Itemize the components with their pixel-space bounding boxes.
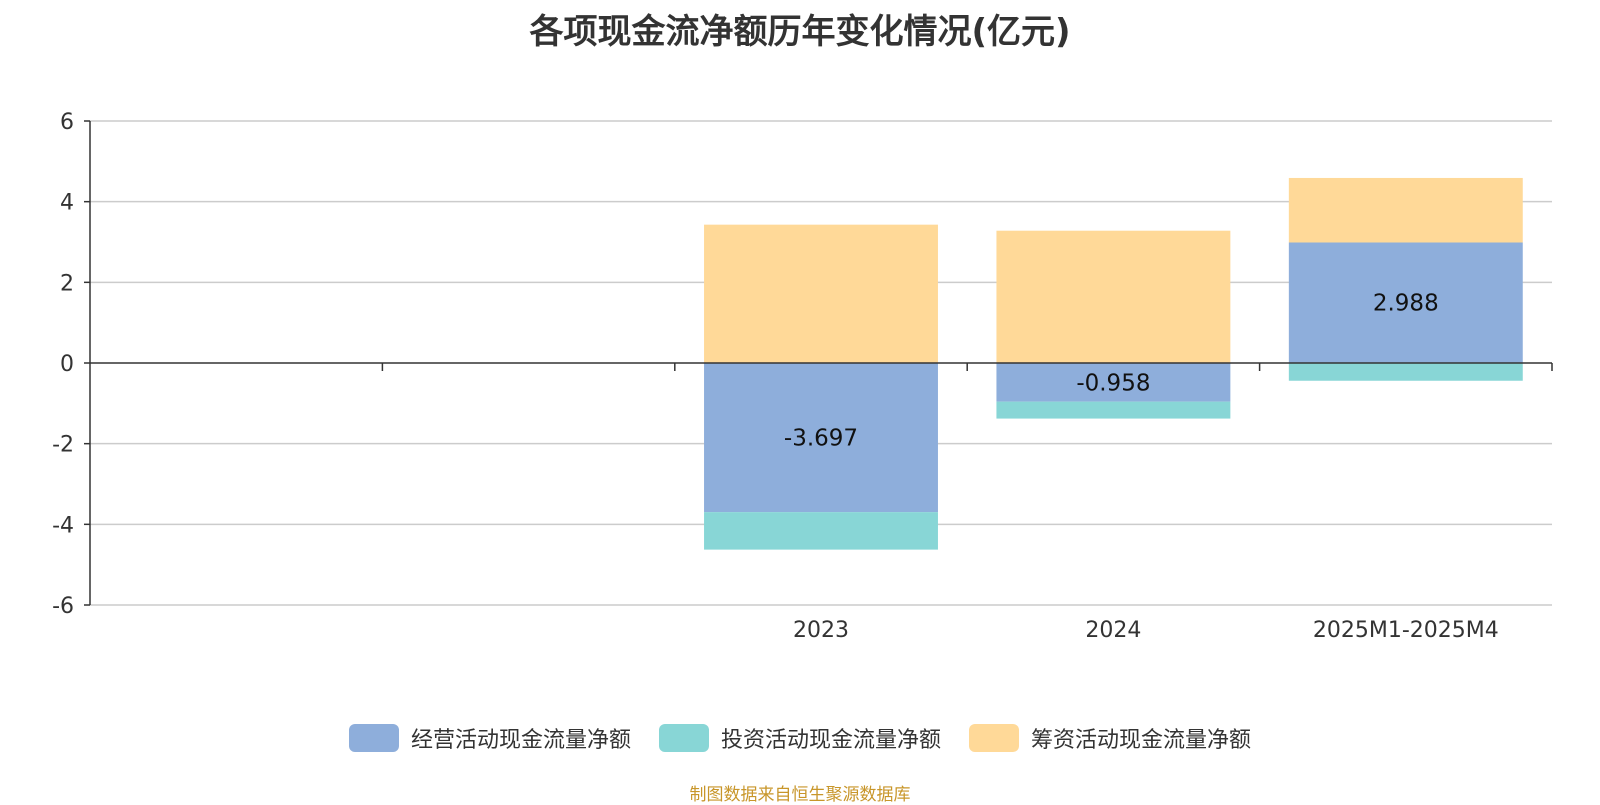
legend-item[interactable]: 经营活动现金流量净额: [348, 722, 631, 754]
x-tick-label: 2023: [793, 618, 849, 643]
bar: [704, 512, 938, 550]
axes: 6 4 2 0 -2 -4 -6: [52, 110, 1553, 619]
bar: [1288, 177, 1523, 243]
legend-swatch: [348, 724, 399, 752]
bar: [704, 224, 938, 363]
legend-label: 投资活动现金流量净额: [720, 728, 941, 753]
y-tick-label: -6: [52, 594, 74, 619]
y-tick-label: -4: [52, 513, 74, 538]
y-tick-label: 2: [60, 271, 74, 296]
data-label: 2.988: [1373, 291, 1439, 317]
source-note: 制图数据来自恒生聚源数据库: [689, 785, 911, 805]
bar: [1288, 242, 1523, 363]
legend-label: 经营活动现金流量净额: [410, 728, 631, 753]
y-tick-label: -2: [52, 433, 74, 458]
data-label: -3.697: [784, 426, 858, 452]
x-tick-label: 2024: [1085, 618, 1141, 643]
bars: [704, 177, 1523, 550]
legend-item[interactable]: 投资活动现金流量净额: [658, 722, 941, 754]
data-label: -0.958: [1076, 370, 1150, 396]
y-tick-label: 4: [60, 191, 74, 216]
bar: [1288, 363, 1523, 381]
legend-item[interactable]: 筹资活动现金流量净额: [969, 722, 1251, 754]
bar: [704, 363, 938, 513]
x-tick-label: 2025M1-2025M4: [1313, 618, 1499, 643]
bar: [996, 363, 1231, 402]
labels: -3.697 -0.958 2.988 2023 2024 2025M1-2025M4: [784, 291, 1499, 643]
bar: [996, 230, 1231, 363]
bar: [996, 401, 1231, 419]
legend-label: 筹资活动现金流量净额: [1031, 728, 1252, 753]
chart-title: 各项现金流净额历年变化情况(亿元): [529, 12, 1071, 52]
legend-swatch: [969, 724, 1019, 752]
y-tick-label: 6: [60, 110, 74, 135]
y-tick-label: 0: [60, 352, 74, 377]
legend-swatch: [658, 724, 709, 752]
legend: 经营活动现金流量净额 投资活动现金流量净额 筹资活动现金流量净额: [0, 722, 1600, 754]
